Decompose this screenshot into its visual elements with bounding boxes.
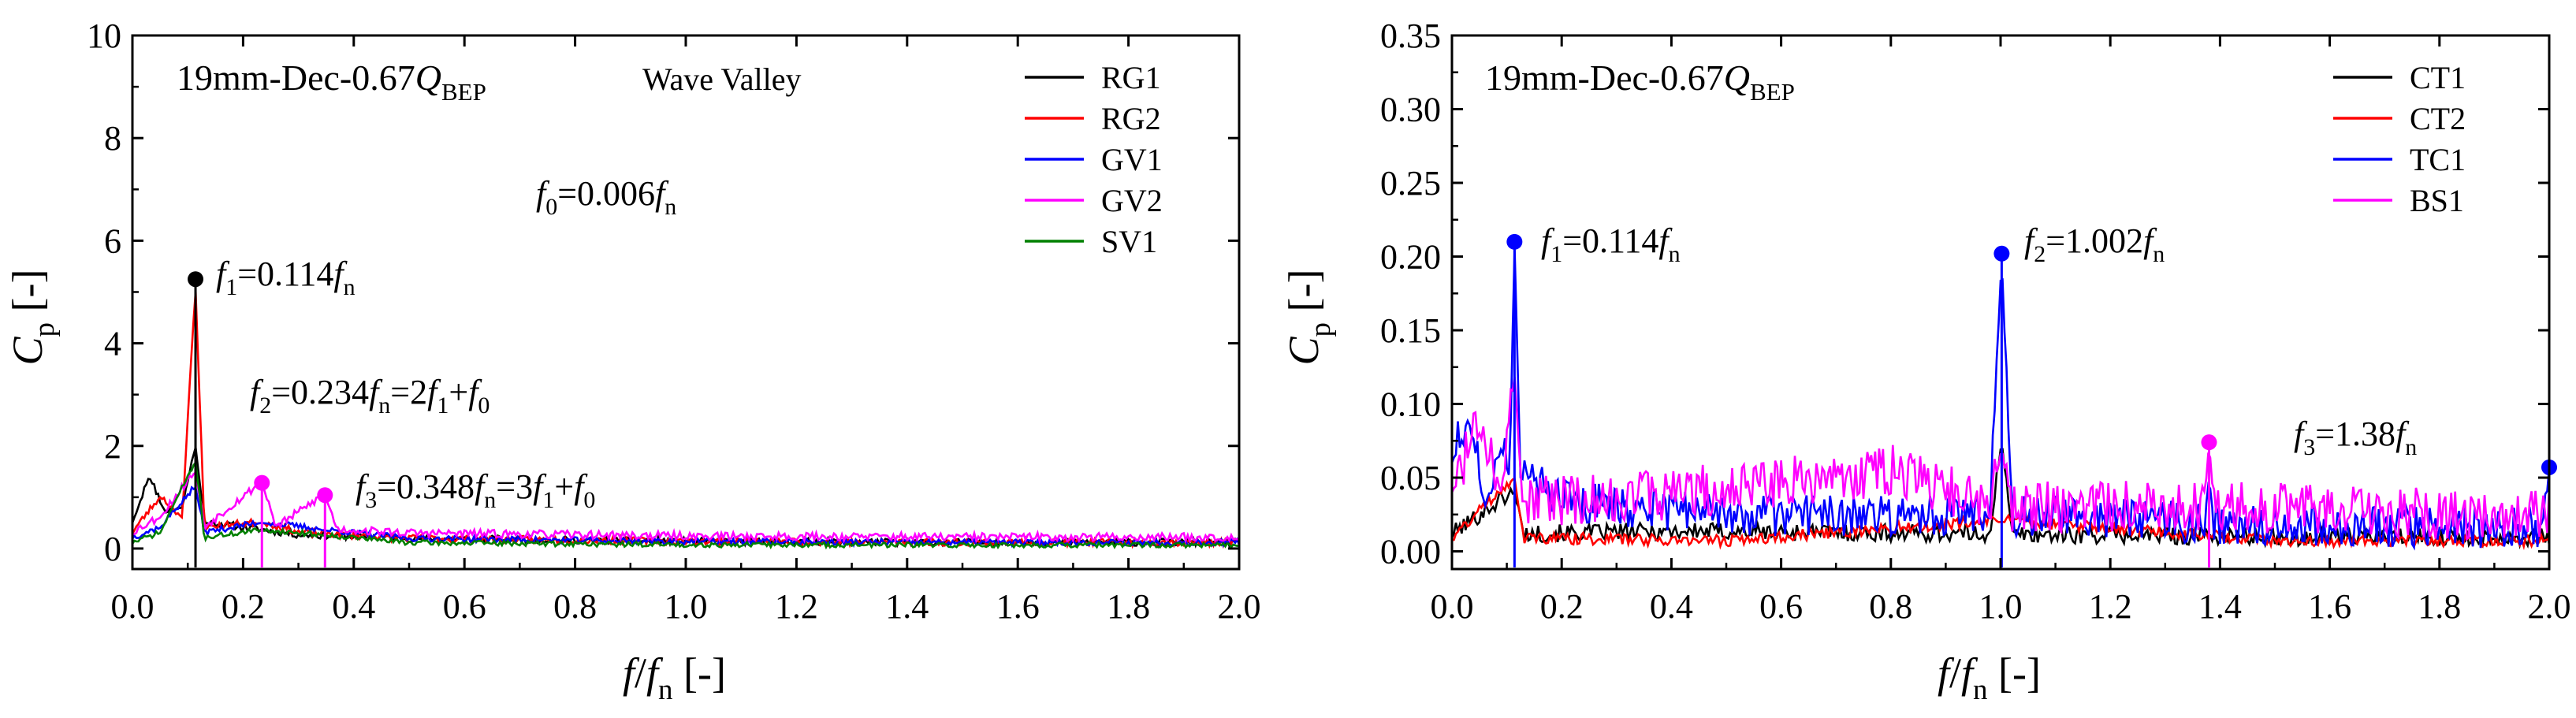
legend-label-rg1: RG1 — [1101, 60, 1161, 95]
case-label: 19mm-Dec-0.67QBEP — [177, 58, 486, 106]
y-tick-label: 0 — [104, 530, 121, 568]
y-tick-label: 8 — [104, 119, 121, 158]
series-line-sv1 — [132, 459, 1239, 550]
peak-marker — [254, 474, 270, 491]
y-tick-label: 0.20 — [1380, 238, 1441, 277]
x-tick-label: 2.0 — [2528, 587, 2571, 626]
peak-annotation: f2=1.002fn — [2024, 221, 2165, 267]
x-tick-label: 0.2 — [1540, 587, 1584, 626]
legend-label-ct2: CT2 — [2410, 101, 2466, 136]
x-tick-label: 1.8 — [2418, 587, 2461, 626]
legend-label-bs1: BS1 — [2410, 183, 2464, 218]
legend-label-sv1: SV1 — [1101, 224, 1157, 259]
y-tick-label: 10 — [87, 17, 121, 55]
x-tick-label: 0.0 — [1431, 587, 1474, 626]
x-tick-label: 0.8 — [1869, 587, 1912, 626]
peak-marker — [2201, 434, 2217, 451]
chart-panel-2: 0.0 0.2 0.4 0.6 0.8 1.0 1.2 1.4 1.6 1.8 2.0 0.00 0.0… — [1280, 17, 2571, 706]
legend-label-ct1: CT1 — [2410, 60, 2466, 95]
x-tick-label: 0.8 — [553, 587, 597, 626]
peak-annotation: f1=0.114fn — [1541, 221, 1681, 267]
y-tick-label: 0.00 — [1380, 533, 1441, 571]
wave-valley-label: Wave Valley — [642, 61, 802, 97]
y-tick-label: 0.30 — [1380, 91, 1441, 129]
peak-marker — [188, 271, 204, 288]
x-tick-label: 1.0 — [1979, 587, 2023, 626]
series-line-gv1 — [132, 485, 1239, 549]
x-tick-label: 0.4 — [332, 587, 375, 626]
peak-annotation: f1=0.114fn — [216, 255, 356, 300]
y-tick-label: 4 — [104, 325, 121, 363]
y-axis-label: Cp [-] — [1280, 270, 1337, 366]
peak-annotation: f3=0.348fn=3f1+f0 — [356, 467, 595, 513]
y-axis-label: Cp [-] — [4, 270, 61, 366]
x-tick-label: 1.2 — [2089, 587, 2132, 626]
legend-label-rg2: RG2 — [1101, 101, 1161, 136]
y-tick-label: 2 — [104, 427, 121, 466]
x-tick-label: 1.2 — [775, 587, 818, 626]
x-tick-label: 1.4 — [2198, 587, 2242, 626]
peak-marker — [1993, 245, 2010, 262]
peak-annotation: f3=1.38fn — [2294, 415, 2417, 460]
x-tick-label: 0.2 — [221, 587, 265, 626]
peak-marker — [1506, 233, 1523, 250]
x-tick-label: 1.8 — [1107, 587, 1150, 626]
peak-marker — [317, 487, 333, 504]
x-axis-label: f/fn [-] — [623, 649, 726, 706]
plot-frame — [131, 34, 1241, 571]
peak-annotation: f2=0.234fn=2f1+f0 — [250, 373, 490, 419]
x-tick-label: 0.6 — [443, 587, 486, 626]
x-tick-label: 2.0 — [1218, 587, 1261, 626]
x-tick-label: 1.4 — [885, 587, 929, 626]
y-tick-label: 0.15 — [1380, 311, 1441, 350]
y-tick-label: 0.05 — [1380, 459, 1441, 497]
series-line-rg2 — [132, 291, 1239, 549]
y-tick-label: 0.35 — [1380, 17, 1441, 55]
peak-annotation: f0=0.006fn — [536, 174, 676, 220]
legend-label-gv2: GV2 — [1101, 183, 1163, 218]
y-tick-label: 0.10 — [1380, 385, 1441, 424]
x-tick-label: 0.6 — [1759, 587, 1803, 626]
chart-panel-1: 0.0 0.2 0.4 0.6 0.8 1.0 1.2 1.4 1.6 1.8 2.0 0 2 4 6 8 10… — [4, 17, 1261, 706]
y-axis-label-group: Cp [-] — [4, 270, 61, 366]
y-axis-label-group: Cp [-] — [1280, 270, 1337, 366]
x-tick-label: 0.0 — [111, 587, 154, 626]
legend-label-tc1: TC1 — [2410, 142, 2466, 177]
x-tick-label: 1.6 — [2308, 587, 2351, 626]
legend-label-gv1: GV1 — [1101, 142, 1163, 177]
x-tick-label: 0.4 — [1650, 587, 1693, 626]
x-axis-label: f/fn [-] — [1938, 649, 2041, 706]
x-tick-label: 1.6 — [996, 587, 1040, 626]
x-tick-label: 1.0 — [664, 587, 708, 626]
series-group — [132, 291, 1239, 550]
y-tick-label: 6 — [104, 221, 121, 260]
series-line-gv2 — [132, 471, 1239, 545]
y-tick-label: 0.25 — [1380, 164, 1441, 203]
case-label: 19mm-Dec-0.67QBEP — [1485, 58, 1795, 106]
